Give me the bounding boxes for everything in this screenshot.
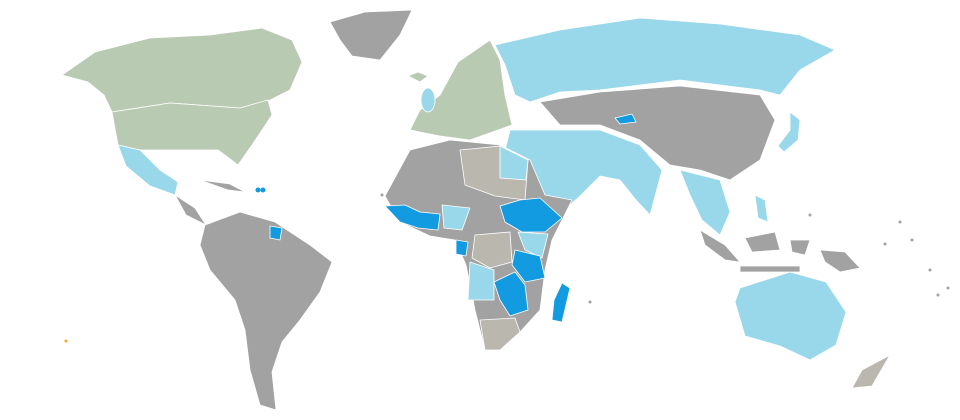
region-central-asia-china <box>539 85 776 181</box>
region-kyrgyzstan <box>614 113 637 125</box>
region-zambia-zimbabwe <box>493 271 529 317</box>
region-kenya-uganda <box>517 231 549 259</box>
region-caribbean <box>199 179 246 193</box>
region-japan <box>777 111 801 153</box>
region-papua <box>819 249 861 273</box>
region-new-zealand <box>851 354 891 389</box>
region-nigeria <box>441 204 471 231</box>
region-angola <box>467 261 495 301</box>
region-southeast-asia <box>679 169 731 236</box>
pacific-islands <box>380 193 950 304</box>
region-australia <box>734 271 847 361</box>
region-gabon <box>455 239 469 257</box>
region-caribbean-blue <box>255 187 261 193</box>
region-greenland <box>329 9 413 61</box>
region-south-america <box>199 211 333 411</box>
region-philippines <box>754 194 769 223</box>
region-southern-africa <box>479 317 521 351</box>
region-pacific-orange <box>64 339 68 343</box>
region-iceland <box>407 71 429 83</box>
region-sudan-ethiopia <box>499 197 563 233</box>
region-uk <box>420 87 436 113</box>
region-indonesia <box>699 229 811 273</box>
region-central-america <box>174 194 207 226</box>
region-suriname <box>269 225 283 241</box>
region-west-africa-blue <box>384 204 441 231</box>
region-egypt <box>499 145 529 181</box>
region-canada <box>61 27 303 113</box>
region-tanzania <box>511 249 546 283</box>
region-caribbean-blue-2 <box>260 187 266 193</box>
region-madagascar <box>551 282 571 323</box>
region-central-africa <box>471 231 513 269</box>
region-russia <box>494 17 836 103</box>
region-mexico <box>117 144 179 196</box>
